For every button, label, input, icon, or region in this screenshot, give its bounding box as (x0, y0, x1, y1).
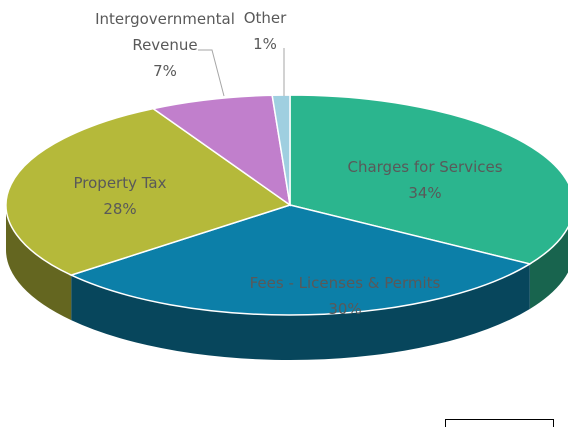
value-label: 28% (103, 200, 137, 218)
value-label: 34% (408, 184, 442, 202)
value-label: 1% (253, 35, 277, 53)
data-label: Property Tax 28% (45, 170, 195, 222)
pie-slice (5, 107, 292, 276)
data-label: Intergovernmental Revenue 7% (80, 6, 250, 84)
pie-slice-side (529, 227, 568, 309)
category-label: Charges for Services (347, 158, 503, 176)
category-label: Intergovernmental Revenue (95, 10, 235, 54)
data-label: Charges for Services 34% (340, 154, 510, 206)
pie-slice (271, 94, 291, 206)
data-label: Fees - Licenses & Permits 30% (215, 270, 475, 322)
pie-slice (69, 204, 532, 316)
value-label: 7% (153, 62, 177, 80)
box (445, 419, 554, 427)
category-label: Fees - Licenses & Permits (249, 274, 441, 292)
pie-slice-side (71, 263, 530, 360)
pie-slice (151, 94, 292, 207)
leader-line (198, 49, 225, 97)
value-label: 30% (328, 300, 362, 318)
category-label: Property Tax (73, 174, 167, 192)
pie-slice-side (6, 205, 72, 321)
data-label: Other 1% (235, 5, 295, 57)
category-label: Other (243, 9, 287, 27)
